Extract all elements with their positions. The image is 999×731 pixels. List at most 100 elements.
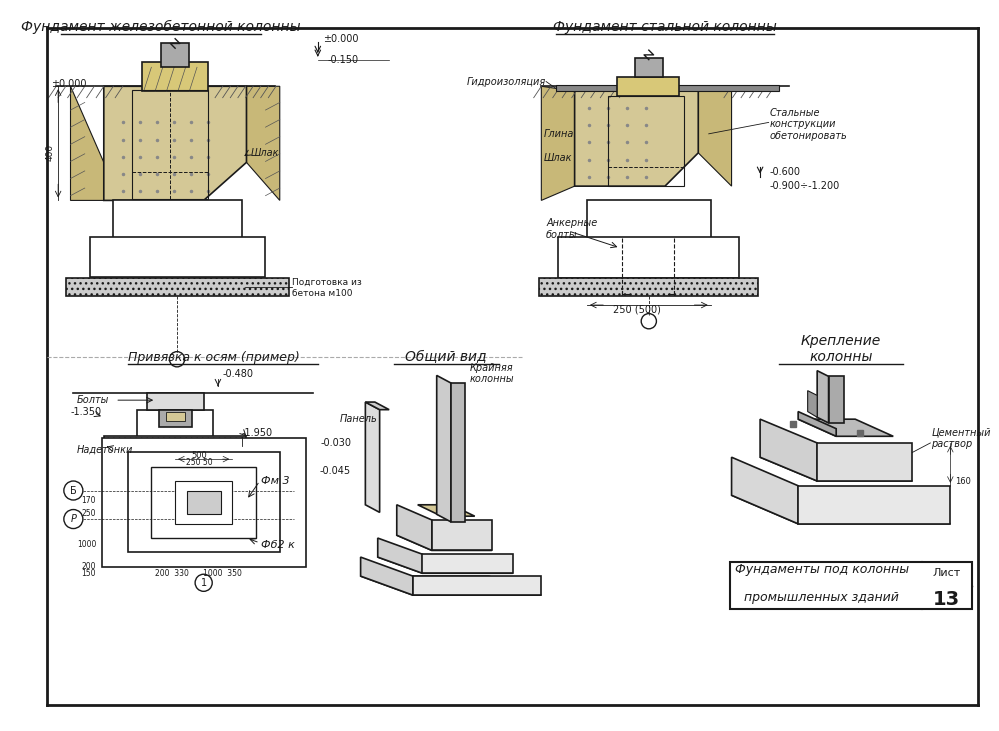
Bar bbox=[555, 86, 779, 91]
Polygon shape bbox=[798, 412, 836, 436]
Bar bbox=[152, 466, 256, 538]
Text: 200: 200 bbox=[82, 562, 96, 571]
Text: Фундаменты под колонны: Фундаменты под колонны bbox=[735, 563, 909, 576]
Bar bbox=[634, 58, 663, 77]
Polygon shape bbox=[798, 419, 893, 436]
Bar bbox=[104, 436, 247, 450]
Text: Болты: Болты bbox=[77, 395, 110, 405]
Bar bbox=[166, 412, 185, 421]
Text: 500: 500 bbox=[191, 451, 207, 460]
Text: 150: 150 bbox=[82, 569, 96, 577]
Text: 1000: 1000 bbox=[77, 540, 96, 549]
Polygon shape bbox=[361, 576, 541, 595]
Text: Шлак: Шлак bbox=[544, 153, 572, 162]
Text: Гидроизоляция: Гидроизоляция bbox=[467, 77, 546, 86]
Polygon shape bbox=[397, 505, 432, 550]
Polygon shape bbox=[698, 86, 731, 186]
Polygon shape bbox=[361, 557, 413, 595]
Polygon shape bbox=[574, 91, 698, 186]
Text: Привязка к осям (пример): Привязка к осям (пример) bbox=[128, 351, 300, 364]
Polygon shape bbox=[760, 457, 912, 481]
Text: 200  330      1000  350: 200 330 1000 350 bbox=[156, 569, 243, 577]
Bar bbox=[587, 200, 710, 238]
Text: 250 50: 250 50 bbox=[186, 458, 212, 467]
Bar bbox=[558, 237, 739, 279]
Polygon shape bbox=[378, 557, 512, 573]
Bar bbox=[147, 393, 204, 409]
Polygon shape bbox=[817, 371, 828, 423]
Text: ±0.000: ±0.000 bbox=[323, 34, 358, 44]
Text: Крайняя
колонны: Крайняя колонны bbox=[470, 363, 514, 385]
Bar bbox=[142, 62, 209, 91]
Polygon shape bbox=[366, 402, 390, 409]
Bar bbox=[102, 438, 307, 567]
Bar bbox=[113, 200, 242, 238]
Text: -0.030: -0.030 bbox=[320, 438, 351, 448]
Polygon shape bbox=[760, 419, 817, 481]
Bar bbox=[161, 43, 190, 67]
Bar bbox=[175, 481, 232, 524]
Text: Панель: Панель bbox=[340, 414, 378, 424]
Bar bbox=[132, 90, 209, 200]
Polygon shape bbox=[378, 538, 423, 573]
Text: -1.950: -1.950 bbox=[242, 428, 273, 439]
Text: Шлак: Шлак bbox=[251, 148, 280, 158]
Text: 13: 13 bbox=[933, 591, 960, 610]
Text: -0.150: -0.150 bbox=[328, 55, 359, 64]
Text: Крепление
колонны: Крепление колонны bbox=[801, 334, 881, 364]
Text: Фб2 к: Фб2 к bbox=[261, 539, 295, 550]
Polygon shape bbox=[807, 390, 817, 417]
Text: Глина: Глина bbox=[544, 129, 574, 139]
Polygon shape bbox=[397, 535, 492, 550]
Polygon shape bbox=[104, 86, 247, 200]
Text: Общий вид: Общий вид bbox=[406, 350, 488, 364]
Polygon shape bbox=[817, 443, 912, 481]
Bar bbox=[90, 237, 266, 276]
Polygon shape bbox=[731, 496, 950, 524]
Text: Анкерные
болты: Анкерные болты bbox=[546, 218, 597, 240]
Text: -0.480: -0.480 bbox=[223, 368, 254, 379]
Text: 160: 160 bbox=[955, 477, 971, 485]
Text: промышленных зданий: промышленных зданий bbox=[744, 591, 899, 605]
Text: -1.350: -1.350 bbox=[71, 406, 102, 417]
Polygon shape bbox=[541, 86, 574, 200]
Text: 400: 400 bbox=[45, 144, 54, 162]
Bar bbox=[539, 279, 758, 295]
Text: Надетонки: Надетонки bbox=[77, 444, 134, 455]
Text: Стальные
конструкции
обетонировать: Стальные конструкции обетонировать bbox=[769, 107, 847, 141]
Bar bbox=[617, 77, 679, 96]
Text: Цементный
раствор: Цементный раствор bbox=[931, 428, 991, 449]
Text: 250 (500): 250 (500) bbox=[612, 305, 660, 315]
Text: Фм 3: Фм 3 bbox=[261, 476, 290, 486]
Polygon shape bbox=[418, 505, 475, 516]
Bar bbox=[608, 96, 684, 186]
Text: Подготовка из
бетона м100: Подготовка из бетона м100 bbox=[292, 279, 362, 298]
Polygon shape bbox=[247, 86, 280, 200]
Text: Б: Б bbox=[70, 485, 77, 496]
Polygon shape bbox=[366, 402, 380, 512]
Text: Фундамент стальной колонны: Фундамент стальной колонны bbox=[553, 20, 777, 34]
Text: 250: 250 bbox=[82, 509, 96, 518]
Polygon shape bbox=[423, 554, 512, 573]
Text: ±0.000: ±0.000 bbox=[52, 80, 87, 89]
Bar bbox=[128, 452, 280, 553]
Bar bbox=[159, 409, 192, 427]
Bar bbox=[187, 491, 221, 515]
Polygon shape bbox=[731, 457, 798, 524]
Bar bbox=[66, 279, 290, 295]
Bar bbox=[729, 562, 972, 610]
Polygon shape bbox=[413, 576, 541, 595]
Text: 1: 1 bbox=[201, 577, 207, 588]
Bar bbox=[137, 409, 213, 438]
Text: Лист: Лист bbox=[932, 568, 961, 578]
Text: Фундамент железобетонной колонны: Фундамент железобетонной колонны bbox=[21, 20, 301, 34]
Polygon shape bbox=[828, 376, 844, 423]
Polygon shape bbox=[432, 520, 492, 550]
Text: -0.900÷-1.200: -0.900÷-1.200 bbox=[769, 181, 840, 191]
Polygon shape bbox=[71, 86, 104, 200]
Polygon shape bbox=[437, 376, 451, 522]
Text: Р: Р bbox=[70, 514, 76, 524]
Text: -0.045: -0.045 bbox=[320, 466, 351, 477]
Text: 170: 170 bbox=[82, 496, 96, 504]
Polygon shape bbox=[451, 383, 466, 522]
